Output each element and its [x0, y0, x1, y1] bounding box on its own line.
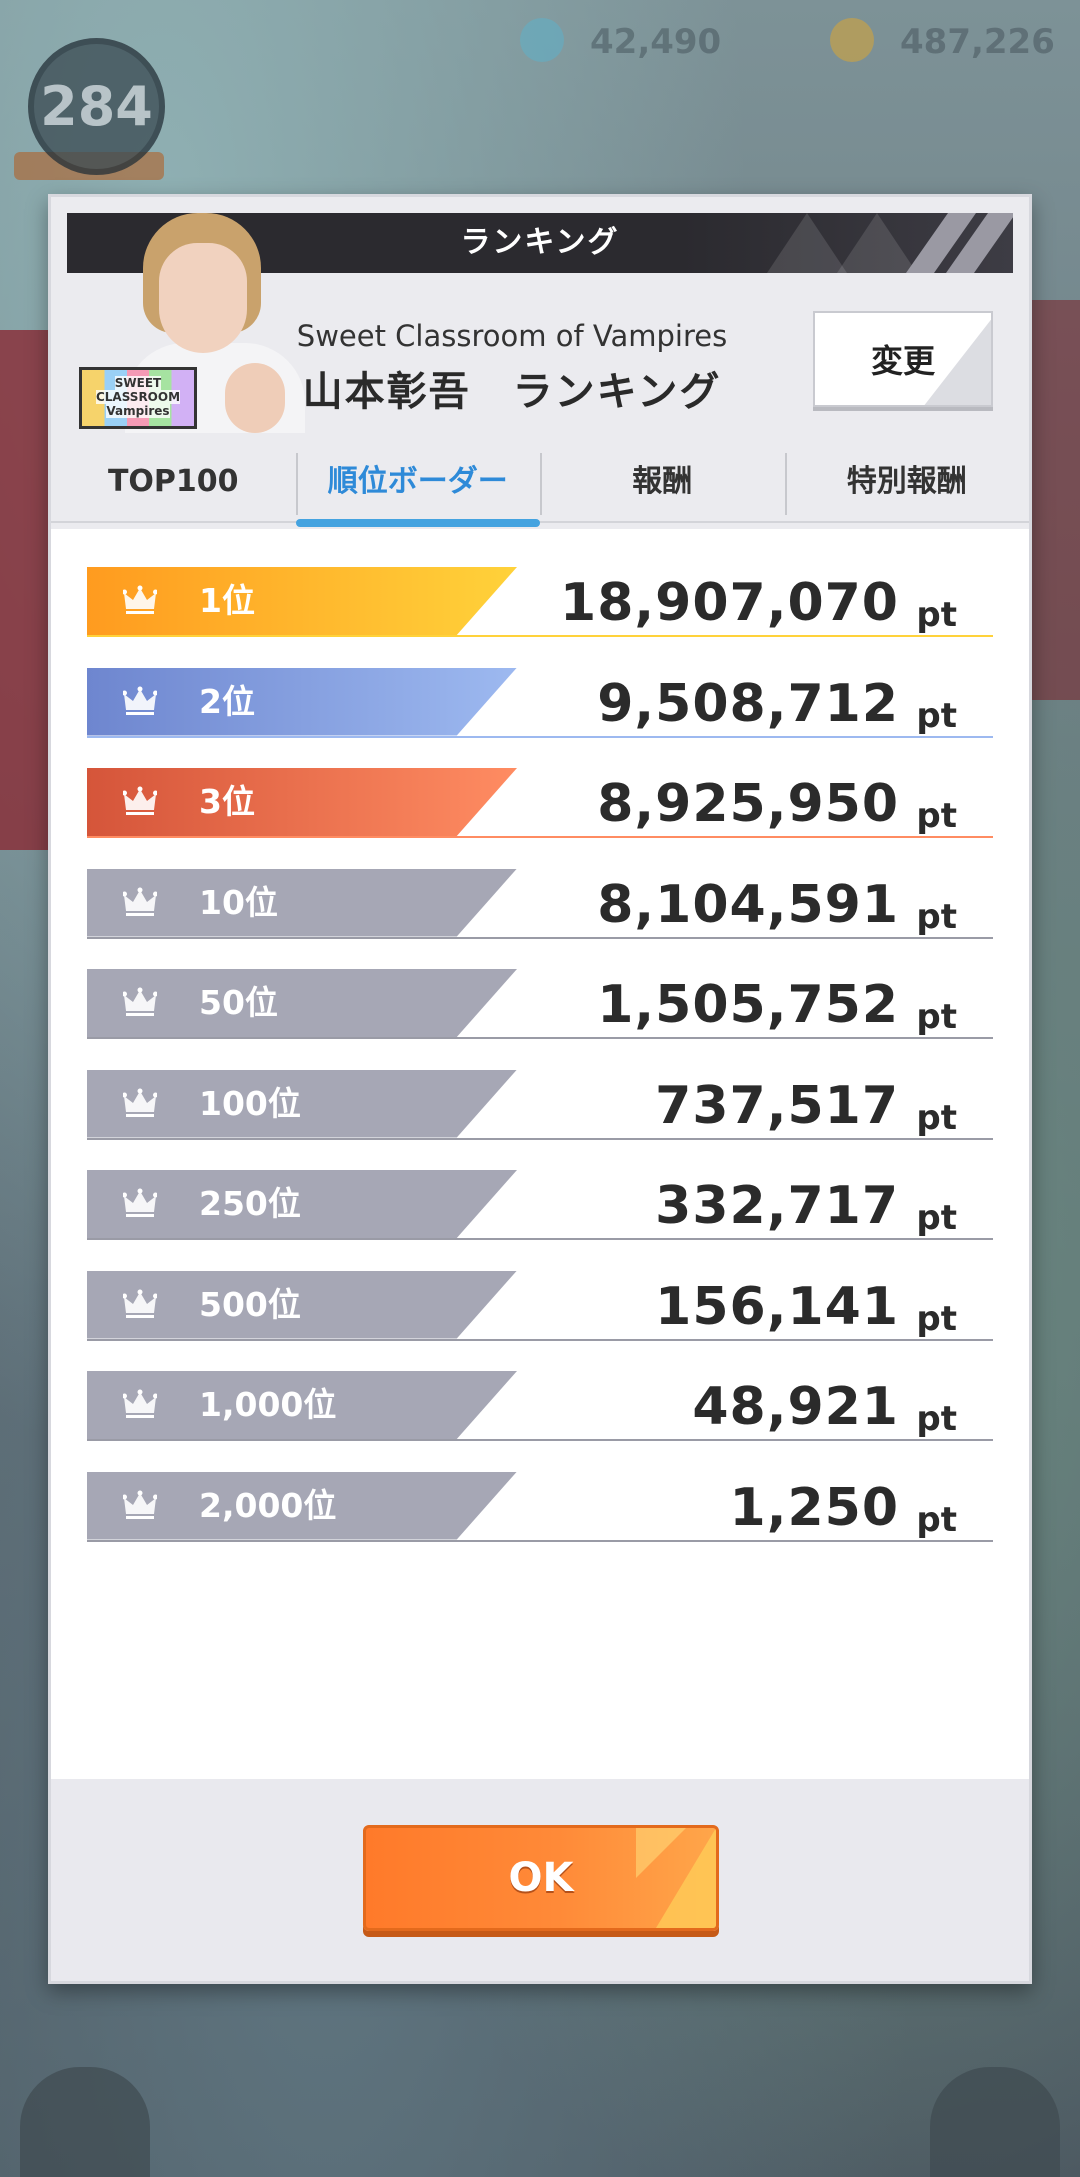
- rank-bar: 500位: [87, 1270, 517, 1339]
- tab-special-rewards[interactable]: 特別報酬: [784, 449, 1030, 521]
- rank-border-row: 100位 737,517 pt: [87, 1069, 993, 1140]
- rank-bar: 10位: [87, 868, 517, 937]
- points-unit: pt: [916, 796, 957, 836]
- currency-1-value: 42,490: [590, 22, 722, 62]
- row-divider: [87, 836, 993, 838]
- row-divider: [87, 936, 993, 939]
- rank-border-row: 2位 9,508,712 pt: [87, 667, 993, 738]
- ranking-tabs: TOP100 順位ボーダー 報酬 特別報酬: [51, 449, 1030, 527]
- rank-label: 3位: [199, 782, 255, 821]
- rank-border-row: 3位 8,925,950 pt: [87, 768, 993, 838]
- points-unit: pt: [916, 896, 957, 937]
- border-points: 8,925,950: [597, 774, 899, 834]
- row-divider: [87, 1137, 993, 1140]
- rank-border-row: 2,000位 1,250 pt: [87, 1471, 993, 1542]
- gem-icon: [520, 18, 564, 62]
- rank-label: 2,000位: [199, 1485, 337, 1525]
- row-divider: [87, 1037, 993, 1039]
- tab-rewards[interactable]: 報酬: [540, 449, 785, 521]
- border-points: 1,250: [729, 1477, 899, 1538]
- border-points: 1,505,752: [597, 975, 899, 1035]
- button-decoration: [923, 317, 991, 405]
- home-icon: [20, 2067, 150, 2177]
- crown-icon: [123, 686, 157, 715]
- points-unit: pt: [916, 1399, 957, 1439]
- background-decoration: [1030, 300, 1080, 700]
- rank-border-list: 1位 18,907,070 pt 2位 9,508,712 pt 3位 8,925,950 pt…: [51, 529, 1029, 1779]
- crown-icon: [123, 887, 157, 916]
- rank-bar: 3位: [87, 768, 517, 836]
- points-unit: pt: [916, 695, 957, 736]
- change-button[interactable]: 変更: [813, 311, 993, 407]
- currency-2-value: 487,226: [900, 22, 1055, 62]
- rank-border-row: 1,000位 48,921 pt: [87, 1371, 993, 1441]
- event-title: 山本彰吾 ランキング: [302, 369, 722, 415]
- ranking-dialog: ランキング SWEET CLASSROOM Vampires Sweet Cla…: [48, 194, 1032, 1984]
- border-points: 8,104,591: [597, 874, 899, 935]
- crown-icon: [123, 1289, 157, 1318]
- border-points: 18,907,070: [560, 573, 899, 633]
- border-points: 9,508,712: [597, 673, 899, 734]
- rank-bar: 50位: [87, 969, 517, 1037]
- button-decoration: [656, 1828, 716, 1928]
- rank-label: 1,000位: [199, 1385, 337, 1424]
- rank-border-row: 1位 18,907,070 pt: [87, 567, 993, 637]
- rank-label: 500位: [199, 1284, 301, 1324]
- points-unit: pt: [916, 1298, 957, 1339]
- row-divider: [87, 1338, 993, 1341]
- points-unit: pt: [916, 1499, 957, 1540]
- rank-border-row: 500位 156,141 pt: [87, 1270, 993, 1341]
- rank-label: 50位: [199, 983, 278, 1022]
- event-logo: SWEET CLASSROOM Vampires: [79, 367, 197, 429]
- crown-icon: [123, 1188, 157, 1217]
- border-points: 156,141: [655, 1276, 899, 1337]
- event-subtitle: Sweet Classroom of Vampires: [296, 319, 728, 353]
- row-divider: [87, 1439, 993, 1441]
- rank-bar: 1,000位: [87, 1371, 517, 1439]
- title-decoration: [837, 213, 917, 273]
- points-unit: pt: [916, 1198, 957, 1238]
- title-decoration: [767, 213, 847, 273]
- row-divider: [87, 1238, 993, 1240]
- rank-label: 250位: [199, 1184, 301, 1223]
- character-avatar: [75, 213, 337, 433]
- tab-top100[interactable]: TOP100: [107, 464, 239, 499]
- crown-icon: [123, 585, 157, 614]
- ok-button[interactable]: OK: [363, 1825, 719, 1931]
- rank-bar: 250位: [87, 1170, 517, 1238]
- border-points: 48,921: [692, 1377, 899, 1437]
- crown-icon: [123, 987, 157, 1016]
- row-divider: [87, 635, 993, 637]
- tab-rank-border[interactable]: 順位ボーダー: [295, 449, 541, 527]
- rank-label: 10位: [199, 882, 278, 922]
- crown-icon: [123, 786, 157, 815]
- crown-icon: [123, 1088, 157, 1117]
- row-divider: [87, 1539, 993, 1542]
- rank-bar: 2,000位: [87, 1471, 517, 1540]
- rank-border-row: 50位 1,505,752 pt: [87, 969, 993, 1039]
- rank-bar: 2位: [87, 667, 517, 736]
- dialog-title: ランキング: [460, 225, 620, 260]
- rank-bar: 100位: [87, 1069, 517, 1138]
- crown-icon: [123, 1490, 157, 1519]
- rank-border-row: 10位 8,104,591 pt: [87, 868, 993, 939]
- player-level-badge: 284: [28, 38, 165, 175]
- crown-icon: [123, 1389, 157, 1418]
- points-unit: pt: [916, 595, 957, 635]
- menu-grid-icon: [930, 2067, 1060, 2177]
- points-unit: pt: [916, 1097, 957, 1138]
- rank-border-row: 250位 332,717 pt: [87, 1170, 993, 1240]
- rank-bar: 1位: [87, 567, 517, 635]
- rank-label: 2位: [199, 681, 255, 721]
- border-points: 332,717: [655, 1176, 899, 1236]
- ok-button-label: OK: [508, 1855, 574, 1901]
- coin-icon: [830, 18, 874, 62]
- rank-label: 1位: [199, 581, 255, 620]
- border-points: 737,517: [655, 1075, 899, 1136]
- points-unit: pt: [916, 997, 957, 1037]
- row-divider: [87, 735, 993, 738]
- rank-label: 100位: [199, 1083, 301, 1123]
